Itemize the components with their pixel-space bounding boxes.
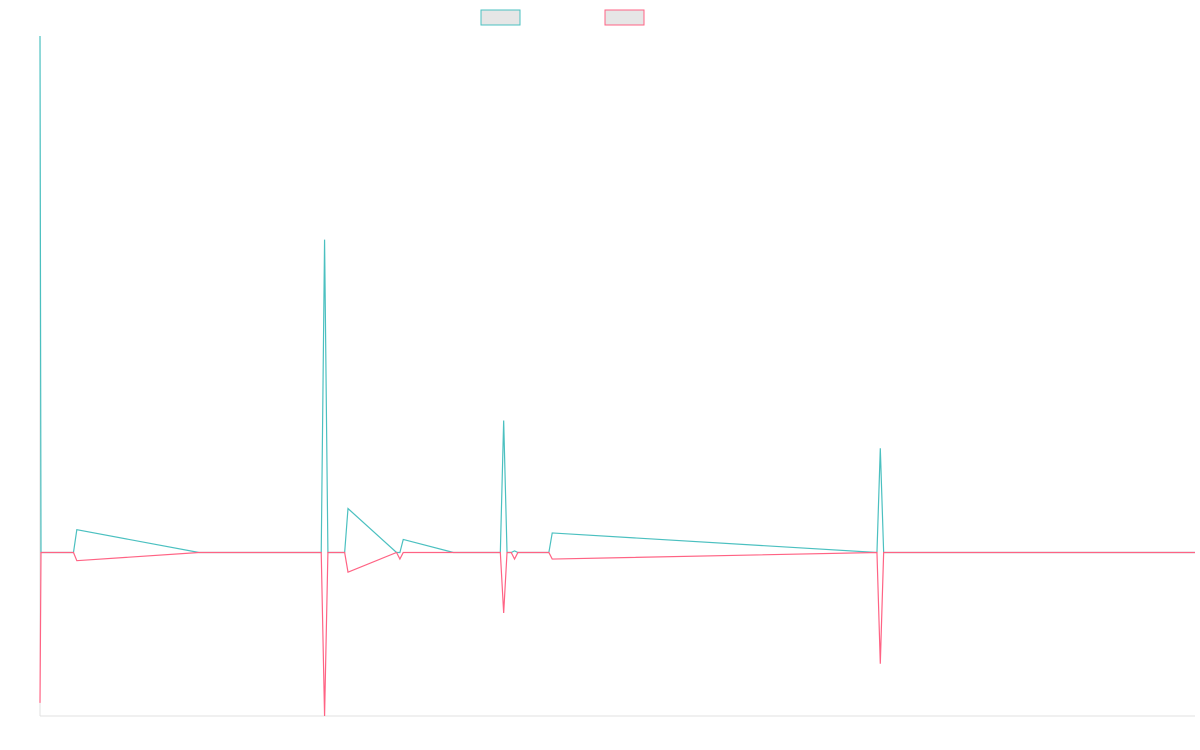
series-line-1 [39, 35, 1195, 554]
series-line-2 [39, 551, 1195, 717]
series-layer [39, 35, 1195, 717]
legend-swatch [604, 9, 645, 26]
axes [39, 36, 1195, 717]
legend [480, 9, 645, 26]
legend-item [480, 9, 521, 26]
legend-swatch [480, 9, 521, 26]
legend-item [604, 9, 645, 26]
